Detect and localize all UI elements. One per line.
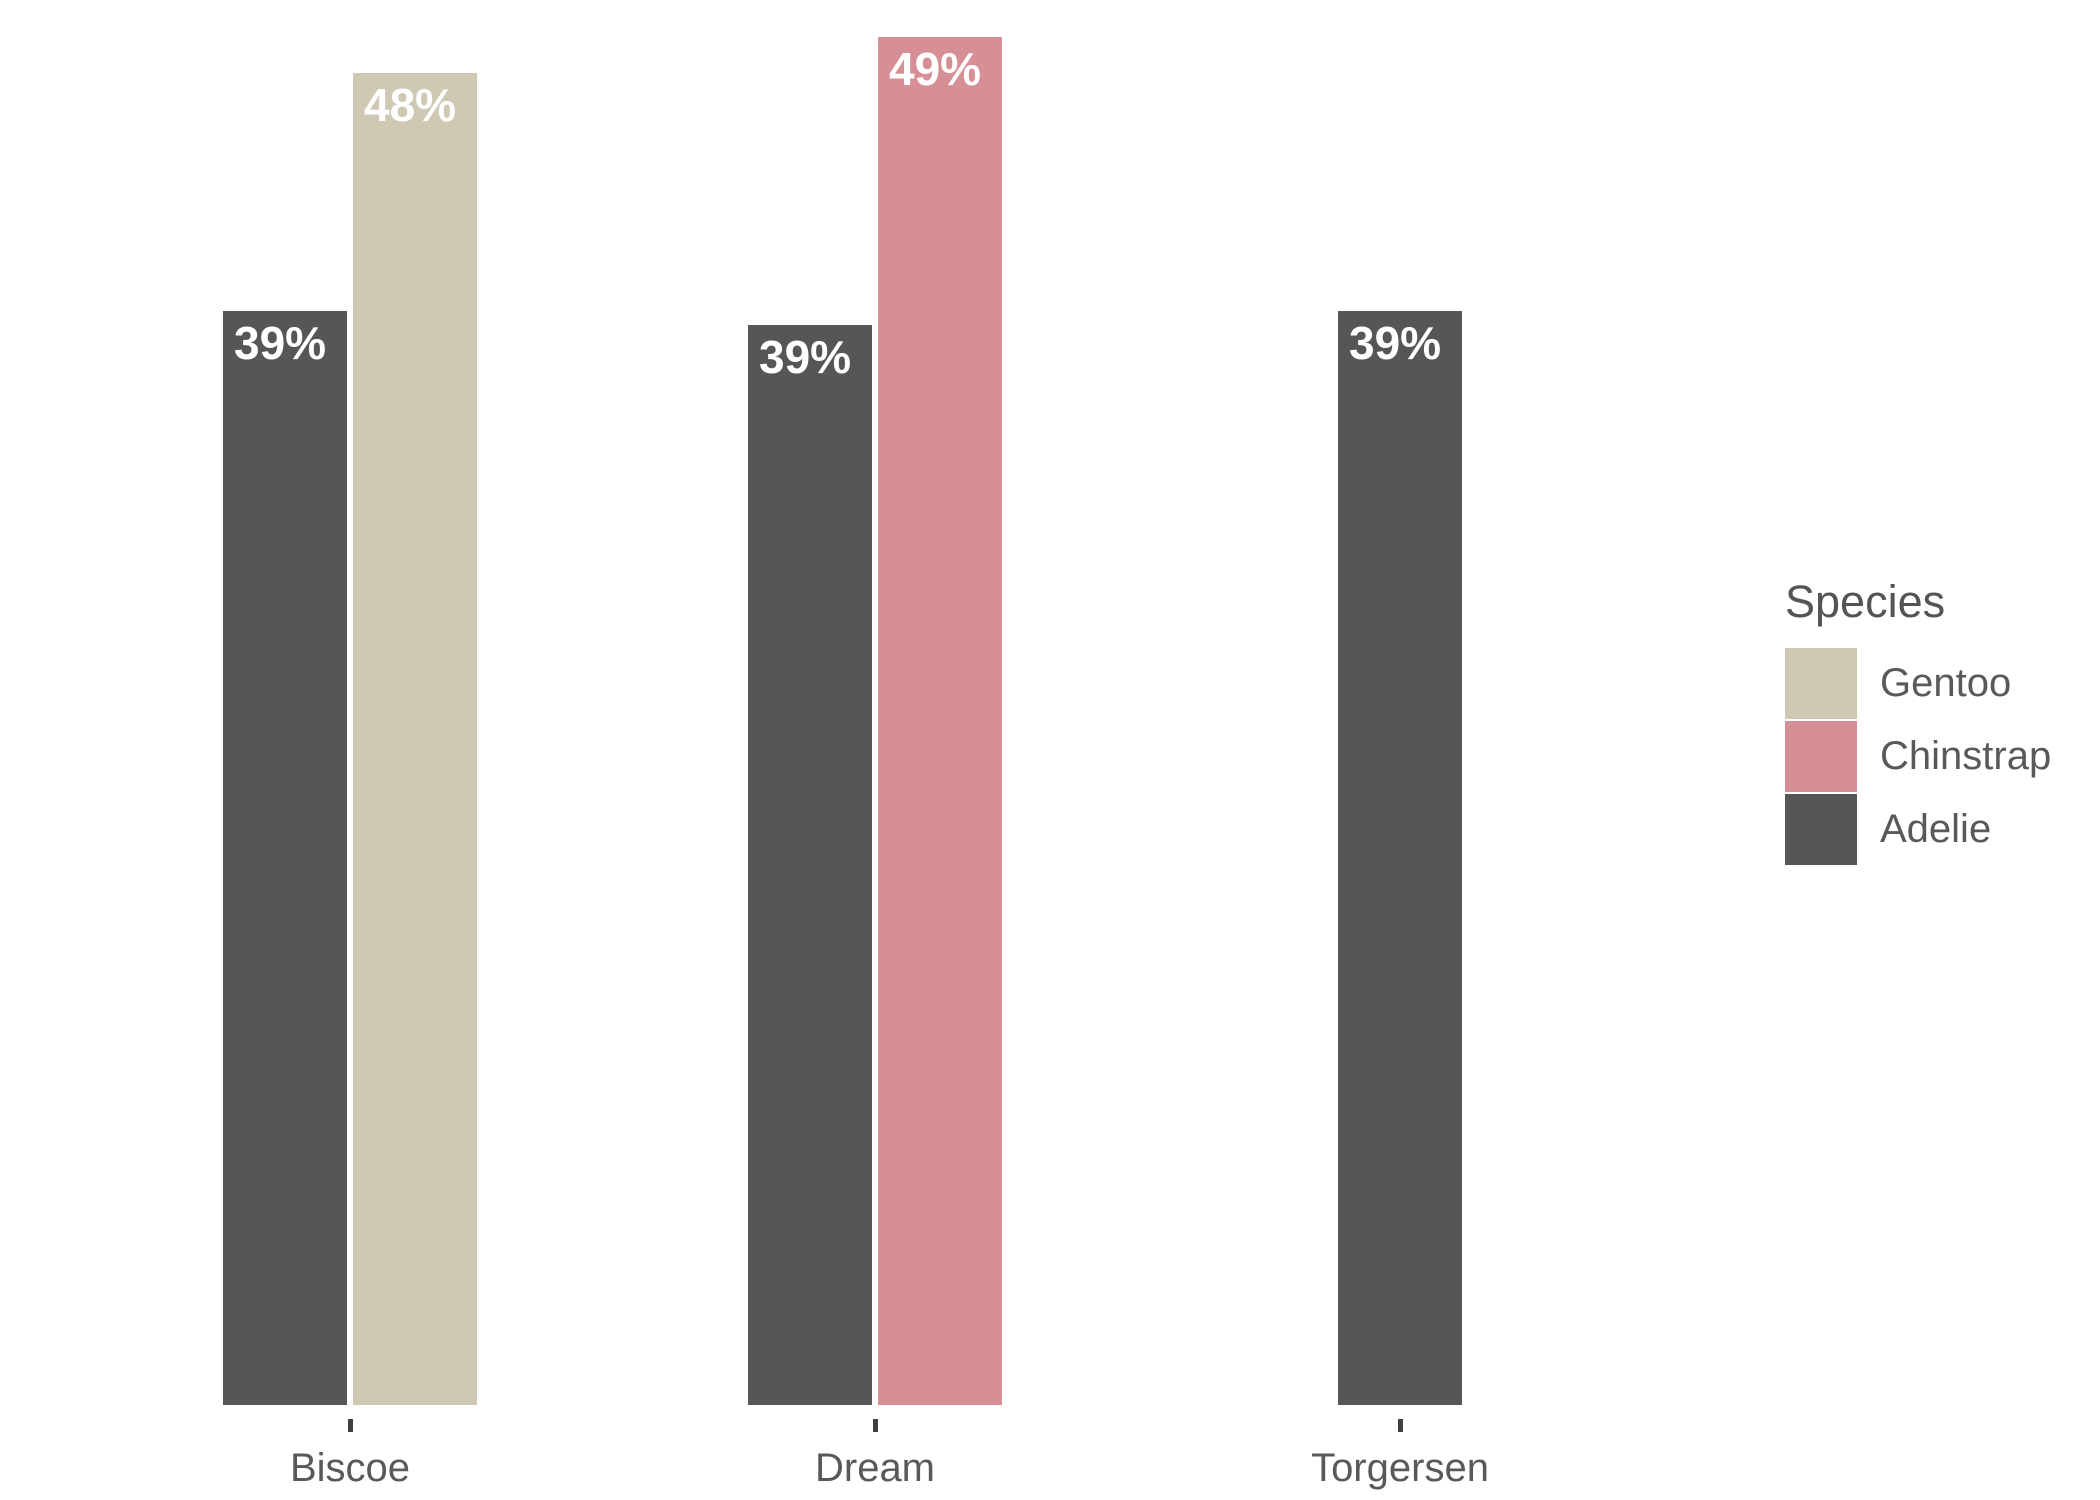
- legend-swatch-adelie: [1785, 793, 1857, 865]
- bar-value-label: 49%: [889, 43, 982, 95]
- bar-biscoe-adelie[interactable]: 39%: [223, 311, 347, 1405]
- bar-dream-adelie[interactable]: 39%: [748, 325, 872, 1405]
- bar-value-label: 39%: [1349, 317, 1442, 369]
- x-axis-tick-torgersen: [1398, 1419, 1403, 1432]
- legend-label: Chinstrap: [1880, 733, 2052, 778]
- legend-item-adelie[interactable]: Adelie: [1785, 793, 2051, 865]
- legend-item-chinstrap[interactable]: Chinstrap: [1785, 720, 2052, 792]
- x-axis-tick-dream: [873, 1419, 878, 1432]
- bar-value-label: 39%: [234, 317, 327, 369]
- legend-swatch-gentoo: [1785, 647, 1857, 719]
- x-axis-tick-biscoe: [348, 1419, 353, 1432]
- legend-label: Gentoo: [1880, 660, 2012, 705]
- plot-area: 39% 48% Biscoe 39% 49% Dream 39% Torgersen: [223, 37, 1489, 1490]
- bar-value-label: 48%: [364, 79, 457, 131]
- legend-entries: Gentoo Chinstrap Adelie: [1785, 647, 2052, 865]
- bar-torgersen-adelie[interactable]: 39%: [1338, 311, 1462, 1405]
- x-axis-label-dream: Dream: [814, 1446, 936, 1490]
- x-axis-label-biscoe: Biscoe: [289, 1446, 411, 1490]
- bar-biscoe-gentoo[interactable]: 48%: [353, 73, 477, 1405]
- legend-item-gentoo[interactable]: Gentoo: [1785, 647, 2051, 719]
- legend-label: Adelie: [1880, 806, 1992, 851]
- bar-dream-chinstrap[interactable]: 49%: [878, 37, 1002, 1405]
- legend-swatch-chinstrap: [1785, 720, 1857, 792]
- legend: Species Gentoo Chinstrap Adelie: [1785, 576, 2051, 867]
- legend-title: Species: [1785, 576, 1946, 627]
- bar-value-label: 39%: [759, 331, 852, 383]
- x-axis-label-torgersen: Torgersen: [1311, 1446, 1489, 1490]
